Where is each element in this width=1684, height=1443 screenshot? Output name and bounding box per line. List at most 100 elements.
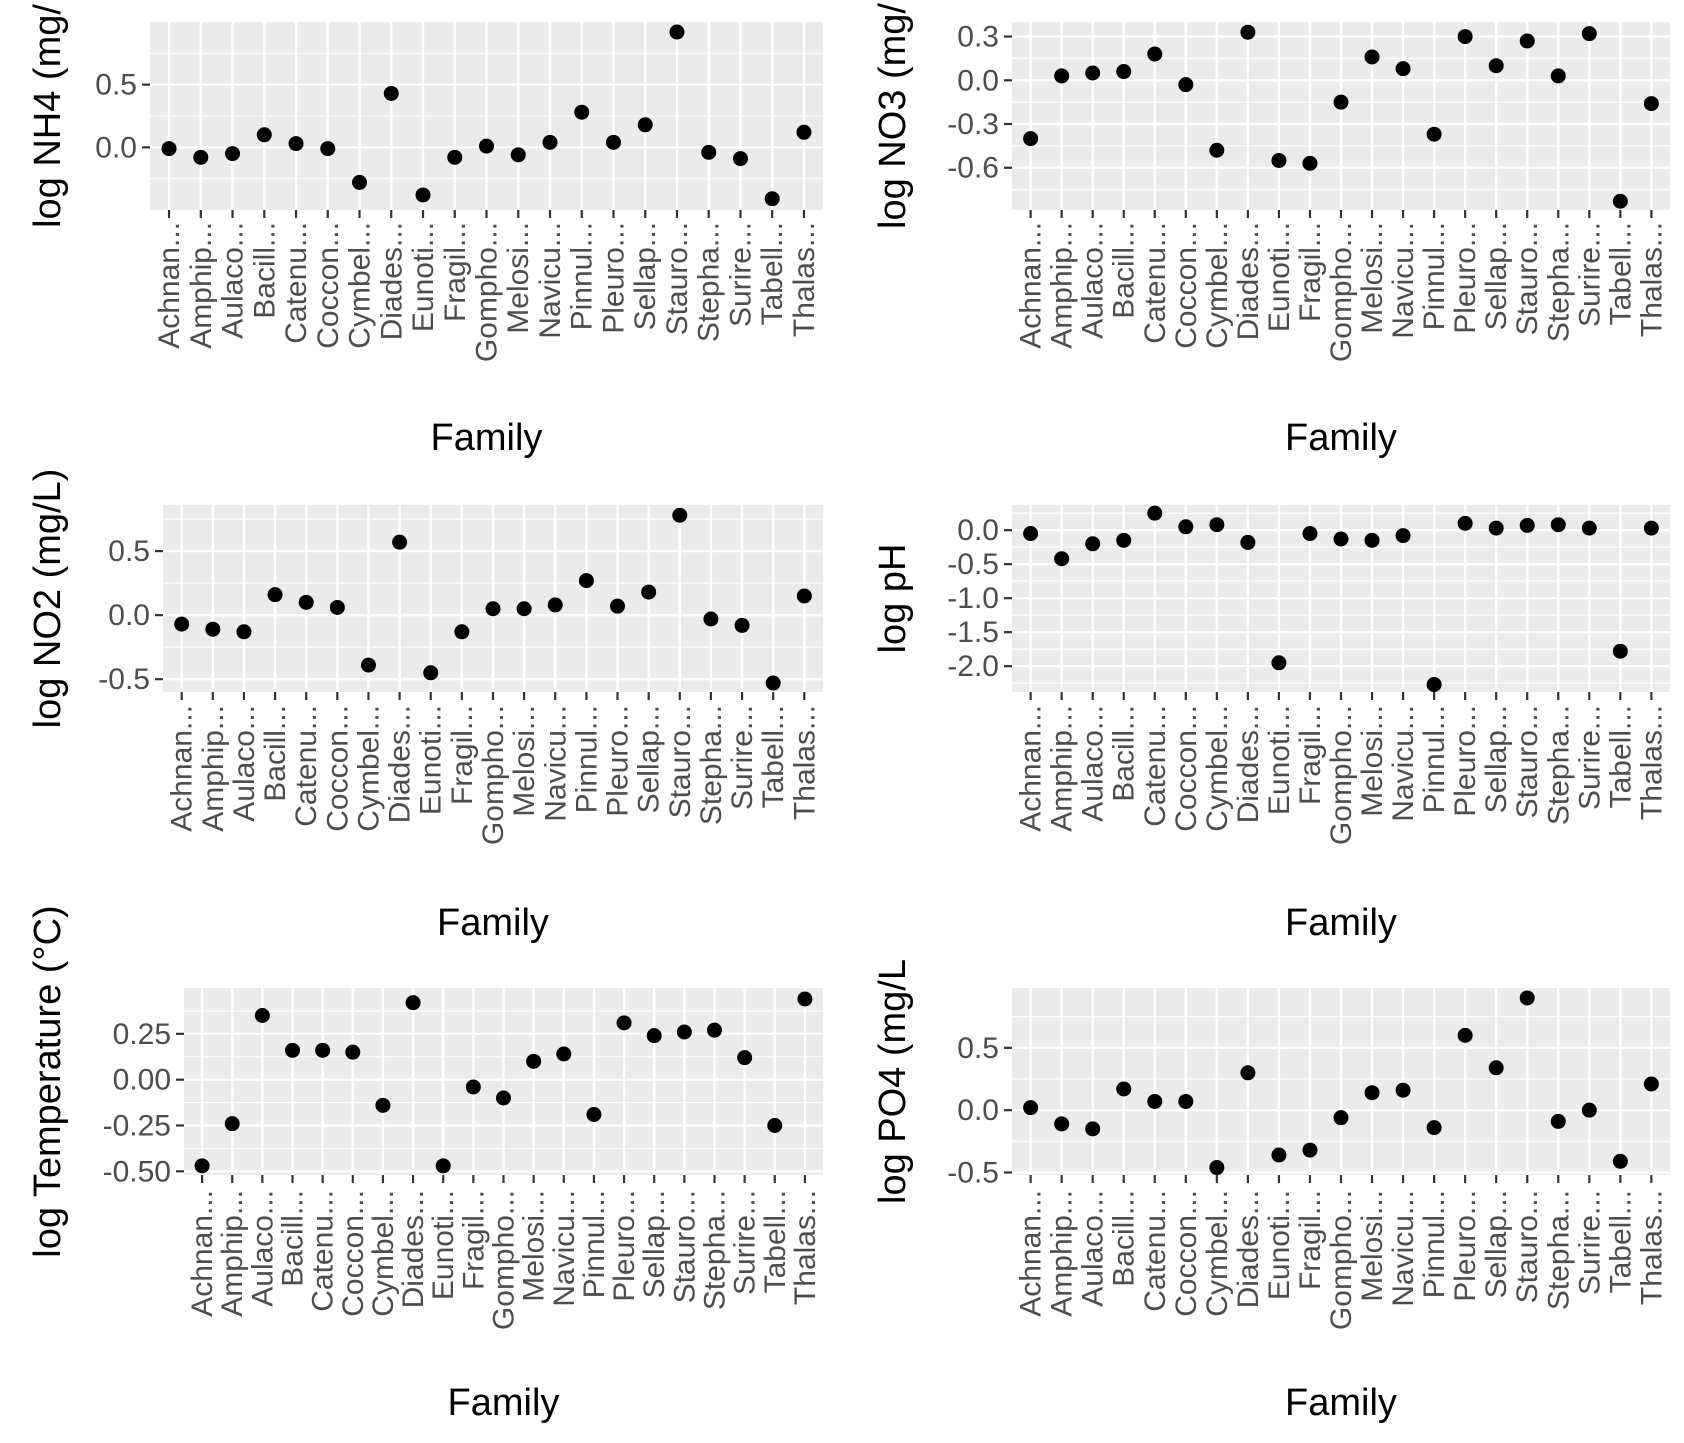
x-tick-label: Stepha... — [693, 222, 726, 342]
x-tick-label: Surire... — [729, 1190, 762, 1295]
data-point-temperature — [435, 1158, 451, 1174]
data-point-nh4 — [669, 24, 685, 40]
x-tick-label: Eunoti... — [1263, 1190, 1296, 1300]
x-tick-label: Melosi... — [1356, 705, 1389, 817]
data-point-nh4 — [479, 138, 494, 154]
data-point-temperature — [797, 991, 813, 1007]
x-tick-label: Cymbel... — [1201, 705, 1234, 832]
data-point-no3 — [1488, 58, 1504, 74]
y-tick-label: 0.5 — [957, 1032, 999, 1065]
x-tick-label: Diades... — [384, 705, 417, 823]
x-tick-label: Navicu... — [534, 222, 567, 339]
data-point-no2 — [703, 611, 719, 627]
x-tick-label: Achnan... — [166, 705, 199, 832]
x-tick-label: Amphip... — [1046, 222, 1079, 349]
y-axis-title: log NO2 (mg/L) — [27, 469, 69, 729]
data-point-no3 — [1302, 155, 1318, 171]
x-tick-label: Thalas... — [788, 705, 821, 820]
x-tick-label: Tabell... — [1604, 222, 1637, 325]
data-point-no3 — [1612, 193, 1628, 209]
x-tick-label: Thalas... — [788, 222, 821, 337]
data-point-po4 — [1643, 1076, 1659, 1092]
y-tick-label: 0.0 — [957, 1094, 999, 1127]
data-point-temperature — [676, 1024, 692, 1040]
data-point-no3 — [1209, 142, 1225, 158]
x-axis-title: Family — [437, 902, 549, 944]
y-tick-label: -0.25 — [103, 1110, 171, 1143]
data-point-po4 — [1581, 1102, 1597, 1118]
data-point-temperature — [767, 1118, 783, 1133]
x-tick-label: Stauro... — [1511, 705, 1544, 818]
x-tick-label: Coccon... — [1170, 222, 1203, 349]
x-tick-label: Sellap... — [629, 222, 662, 330]
x-tick-label: Pinnul... — [1418, 222, 1451, 330]
data-point-ph — [1302, 526, 1318, 542]
panel-temperature: -0.50 -0.25 0.00 0.25 Achnan...Amphip...Aula… — [27, 905, 823, 1424]
x-tick-label: Stepha... — [1542, 1190, 1575, 1310]
x-tick-label: Stauro... — [664, 705, 697, 818]
x-axis-title: Family — [431, 417, 543, 459]
x-tick-label: Catenu... — [1139, 1190, 1172, 1312]
x-tick-label: Melosi... — [1356, 222, 1389, 334]
x-tick-label: Amphip... — [216, 1190, 249, 1317]
x-tick-label: Tabell... — [1604, 1190, 1637, 1293]
y-axis-title: log PO4 (mg/L — [872, 959, 914, 1204]
x-tick-label: Aulaco... — [228, 705, 261, 822]
y-tick-label: -0.5 — [947, 548, 999, 581]
x-tick-label: Diades... — [1232, 222, 1265, 340]
data-point-po4 — [1147, 1093, 1163, 1109]
data-point-no2 — [672, 507, 688, 523]
x-tick-label: Bacill... — [1108, 222, 1141, 319]
x-tick-label: Stepha... — [1542, 705, 1575, 825]
data-point-po4 — [1054, 1116, 1070, 1132]
data-point-nh4 — [288, 136, 304, 152]
y-tick-label: -1.5 — [947, 616, 999, 649]
x-tick-label: Bacill... — [1108, 1190, 1141, 1287]
y-tick-label: 0.5 — [108, 535, 150, 568]
y-axis-title: log Temperature (°C) — [27, 905, 69, 1257]
data-point-no3 — [1116, 64, 1132, 80]
data-point-no3 — [1240, 24, 1256, 40]
data-point-nh4 — [764, 191, 780, 207]
x-tick-label: Catenu... — [307, 1190, 340, 1312]
x-tick-label: Navicu... — [1387, 1190, 1420, 1307]
data-point-no3 — [1457, 29, 1473, 45]
x-axis-title: Family — [1285, 902, 1397, 944]
data-point-temperature — [586, 1107, 602, 1122]
data-point-ph — [1426, 677, 1442, 693]
x-tick-label: Sellap... — [1480, 222, 1513, 330]
x-tick-label: Achnan... — [186, 1190, 219, 1317]
data-point-ph — [1085, 536, 1101, 552]
data-point-ph — [1147, 505, 1163, 521]
x-tick-label: Pleuro... — [1449, 705, 1482, 817]
x-tick-label: Cymbel... — [344, 222, 377, 349]
x-tick-label: Stepha... — [695, 705, 728, 825]
data-point-temperature — [345, 1044, 361, 1060]
x-tick-label: Gompho... — [1325, 705, 1358, 845]
x-tick-label: Achnan... — [1015, 1190, 1048, 1317]
data-point-no2 — [578, 573, 594, 589]
data-point-nh4 — [256, 127, 272, 143]
data-point-ph — [1023, 526, 1039, 542]
y-axis-title: log NO3 (mg/ — [872, 3, 914, 229]
x-tick-label: Stepha... — [1542, 222, 1575, 342]
y-tick-label: -0.50 — [103, 1155, 171, 1188]
data-point-no3 — [1085, 65, 1101, 81]
x-tick-label: Surire... — [724, 222, 757, 327]
x-tick-label: Coccon... — [1170, 705, 1203, 832]
data-point-po4 — [1178, 1093, 1194, 1109]
x-tick-label: Navicu... — [1387, 705, 1420, 822]
x-tick-label: Gompho... — [471, 222, 504, 362]
x-tick-label: Thalas... — [789, 1190, 822, 1305]
data-point-ph — [1240, 534, 1256, 550]
x-tick-label: Aulaco... — [1077, 1190, 1110, 1307]
x-tick-label: Cymbel... — [1201, 222, 1234, 349]
y-tick-label: -0.5 — [947, 1157, 999, 1190]
data-point-ph — [1643, 520, 1659, 536]
x-tick-label: Fragil... — [1294, 1190, 1327, 1290]
data-point-nh4 — [510, 147, 526, 163]
data-point-ph — [1581, 520, 1597, 536]
x-tick-label: Cymbel... — [367, 1190, 400, 1317]
x-tick-label: Amphip... — [197, 705, 230, 832]
panel-no2: -0.5 0.0 0.5 Achnan...Amphip...Aulaco...Bac… — [27, 469, 823, 944]
